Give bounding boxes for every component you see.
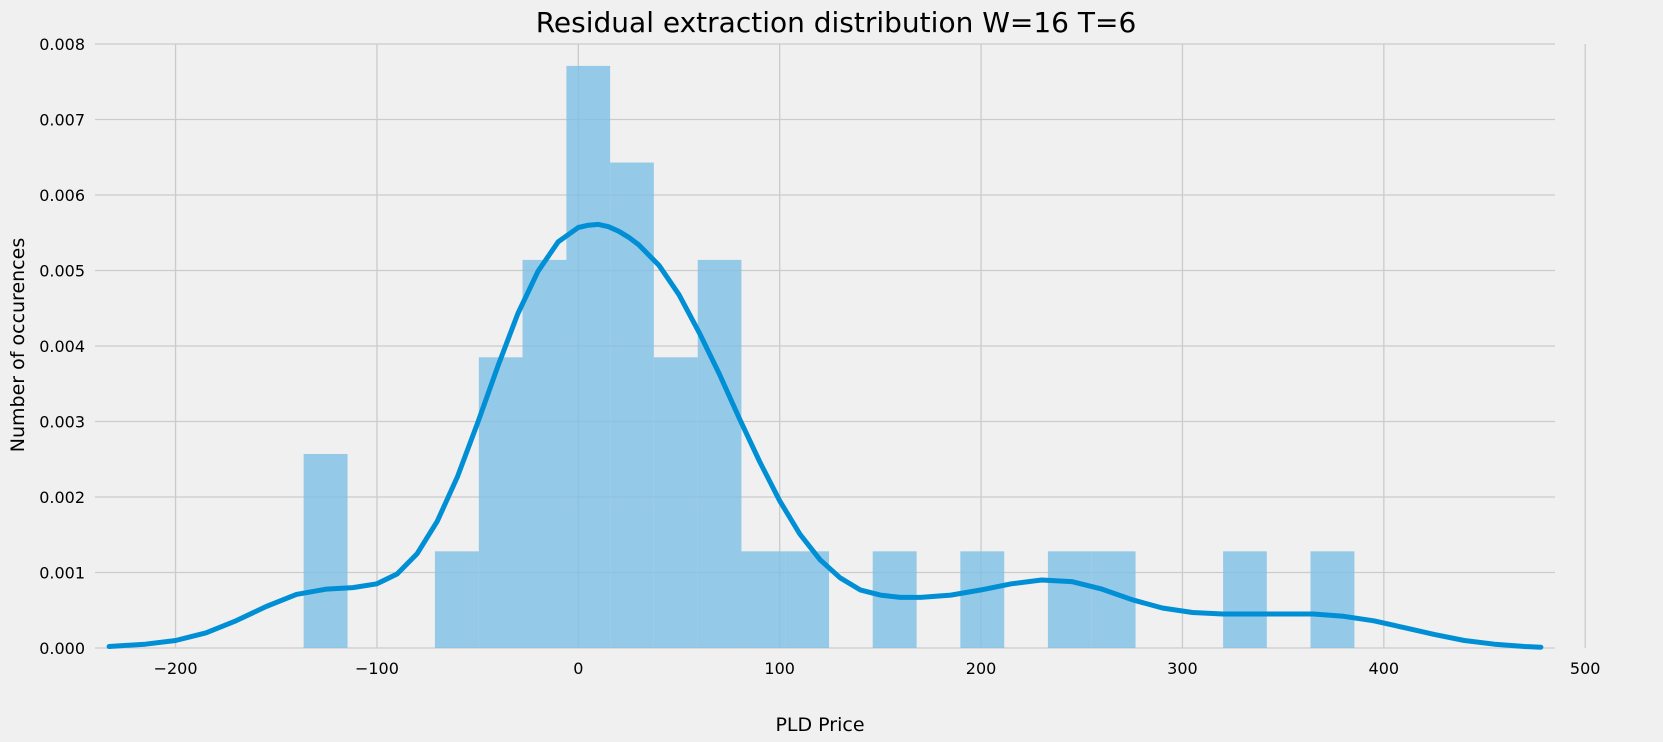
- x-tick-label: −100: [355, 659, 399, 678]
- histogram-bars: [303, 65, 1355, 648]
- x-tick-label: −200: [154, 659, 198, 678]
- y-tick-label: 0.003: [39, 413, 85, 432]
- y-tick-label: 0.008: [39, 35, 85, 54]
- histogram-bar: [741, 551, 786, 648]
- histogram-bar: [1310, 551, 1355, 648]
- histogram-bar: [522, 259, 567, 648]
- histogram-bar: [960, 551, 1005, 648]
- y-tick-label: 0.006: [39, 186, 85, 205]
- y-tick-label: 0.007: [39, 111, 85, 130]
- x-tick-label: 300: [1167, 659, 1198, 678]
- x-axis-title: PLD Price: [775, 714, 864, 736]
- y-axis-title: Number of occurences: [7, 238, 29, 452]
- y-tick-label: 0.002: [39, 488, 85, 507]
- x-tick-label: 0: [573, 659, 583, 678]
- x-tick-label: 200: [966, 659, 997, 678]
- kde-curve-group: [106, 221, 1544, 650]
- histogram-bar: [610, 162, 654, 648]
- y-tick-label: 0.004: [39, 337, 85, 356]
- x-tick-label: 400: [1369, 659, 1400, 678]
- histogram-bar: [697, 259, 742, 648]
- histogram-bar: [566, 65, 611, 648]
- histogram-bar: [653, 357, 698, 648]
- kde-line: [106, 221, 1544, 650]
- histogram-bar: [303, 453, 348, 648]
- histogram-bar: [785, 551, 830, 648]
- x-tick-label: 100: [764, 659, 795, 678]
- histogram-bar: [1223, 551, 1267, 648]
- y-tick-label: 0.005: [39, 262, 85, 281]
- tick-labels: 0.000 0.001 0.002 0.003 0.004 0.005 0.006 0.007…: [39, 35, 1600, 678]
- y-tick-label: 0.000: [39, 639, 85, 658]
- y-tick-label: 0.001: [39, 564, 85, 583]
- histogram-bar: [1047, 551, 1092, 648]
- x-tick-label: 500: [1570, 659, 1601, 678]
- histogram-bar: [434, 551, 479, 648]
- chart-title: Residual extraction distribution W=16 T=…: [536, 6, 1137, 39]
